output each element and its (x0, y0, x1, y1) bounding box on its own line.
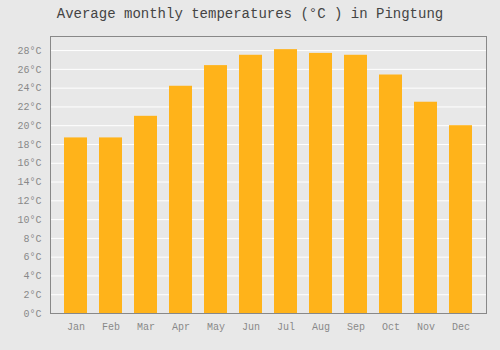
svg-text:10°C: 10°C (17, 215, 41, 226)
svg-text:Jan: Jan (67, 322, 85, 333)
html-text:Average monthly temperatures (: Average monthly temperatures (°C ) in Pi… (56, 6, 444, 22)
svg-text:6°C: 6°C (23, 252, 41, 263)
svg-text:2°C: 2°C (23, 290, 41, 301)
svg-text:Feb: Feb (102, 322, 120, 333)
svg-text:Nov: Nov (417, 322, 435, 333)
svg-text:12°C: 12°C (17, 196, 41, 207)
svg-text:8°C: 8°C (23, 234, 41, 245)
svg-text:28°C: 28°C (17, 46, 41, 57)
svg-text:Mar: Mar (137, 322, 155, 333)
svg-text:Aug: Aug (312, 322, 330, 333)
svg-text:4°C: 4°C (23, 271, 41, 282)
svg-text:22°C: 22°C (17, 102, 41, 113)
svg-text:26°C: 26°C (17, 65, 41, 76)
svg-text:16°C: 16°C (17, 158, 41, 169)
svg-text:18°C: 18°C (17, 140, 41, 151)
svg-text:Jun: Jun (242, 322, 260, 333)
svg-text:Apr: Apr (172, 322, 190, 333)
svg-text:May: May (207, 322, 225, 333)
svg-text:Oct: Oct (382, 322, 400, 333)
svg-text:24°C: 24°C (17, 83, 41, 94)
svg-text:Sep: Sep (347, 322, 365, 333)
svg-text:14°C: 14°C (17, 177, 41, 188)
svg-text:Jul: Jul (277, 322, 295, 333)
svg-text:20°C: 20°C (17, 121, 41, 132)
svg-text:0°C: 0°C (23, 309, 41, 320)
svg-text:Dec: Dec (452, 322, 470, 333)
